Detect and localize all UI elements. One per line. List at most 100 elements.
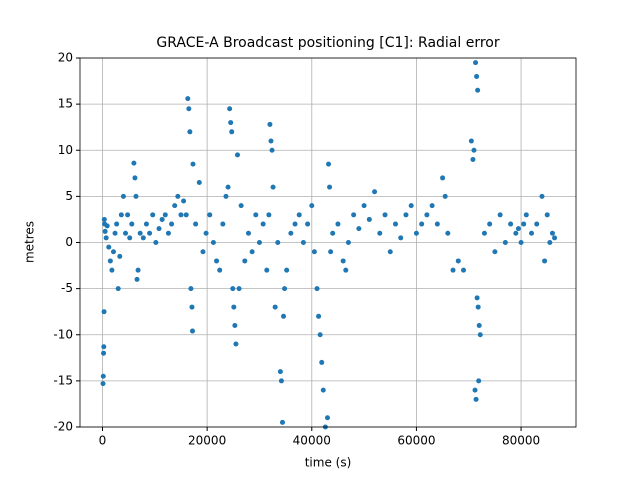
point	[320, 387, 326, 393]
point	[266, 212, 272, 218]
point	[134, 276, 140, 282]
point	[118, 212, 124, 218]
point	[552, 235, 558, 241]
point	[203, 230, 209, 236]
point	[189, 328, 195, 334]
y-axis-label: metres	[23, 221, 37, 263]
point	[326, 161, 332, 167]
point	[335, 221, 341, 227]
point	[127, 235, 133, 241]
point	[120, 193, 126, 199]
point	[542, 258, 548, 264]
point	[473, 396, 479, 402]
point	[534, 221, 540, 227]
point	[117, 253, 123, 259]
point	[472, 387, 478, 393]
point	[277, 369, 283, 375]
point	[112, 230, 118, 236]
point	[340, 258, 346, 264]
x-tick-label: 60000	[397, 434, 435, 448]
chart-title: GRACE-A Broadcast positioning [C1]: Radi…	[156, 35, 499, 51]
point	[513, 230, 519, 236]
point	[471, 147, 477, 153]
point	[123, 230, 129, 236]
point	[217, 267, 223, 273]
point	[190, 161, 196, 167]
point	[278, 378, 284, 384]
x-tick-label: 80000	[502, 434, 540, 448]
point	[249, 249, 255, 255]
x-tick-label: 20000	[188, 434, 226, 448]
point	[377, 230, 383, 236]
point	[351, 212, 357, 218]
point	[497, 212, 503, 218]
point	[324, 415, 330, 421]
y-tick-label: 5	[65, 189, 73, 203]
x-tick-label: 40000	[293, 434, 331, 448]
y-tick-label: 0	[65, 235, 73, 249]
point	[529, 230, 535, 236]
point	[267, 121, 273, 127]
point	[319, 359, 325, 365]
point	[193, 221, 199, 227]
point	[296, 212, 302, 218]
point	[102, 228, 108, 234]
point	[361, 203, 367, 209]
point	[169, 221, 175, 227]
point	[165, 230, 171, 236]
point	[316, 313, 322, 319]
point	[183, 212, 189, 218]
point	[544, 212, 550, 218]
y-tick-label: 20	[58, 51, 73, 65]
point	[109, 267, 115, 273]
point	[181, 198, 187, 204]
point	[214, 258, 220, 264]
point	[327, 184, 333, 190]
point	[107, 258, 113, 264]
point	[196, 180, 202, 186]
point	[185, 96, 191, 102]
point	[300, 240, 306, 245]
point	[508, 221, 514, 227]
point	[387, 249, 393, 255]
point	[137, 230, 143, 236]
point	[403, 212, 409, 218]
point	[476, 378, 482, 384]
point	[133, 193, 139, 199]
point	[187, 129, 193, 135]
point	[419, 221, 425, 227]
point	[473, 60, 479, 66]
point	[103, 235, 109, 241]
point	[398, 235, 404, 241]
point	[282, 286, 288, 292]
point	[125, 212, 131, 218]
point	[445, 230, 451, 236]
point	[474, 73, 480, 79]
point	[131, 160, 137, 166]
y-tick-label: -10	[53, 327, 73, 341]
point	[104, 223, 110, 229]
point	[242, 258, 248, 264]
point	[470, 156, 476, 162]
point	[210, 240, 216, 245]
point	[270, 184, 276, 190]
point	[461, 267, 467, 273]
point	[200, 249, 206, 255]
point	[260, 221, 266, 227]
point	[231, 304, 237, 310]
point	[317, 332, 323, 338]
point	[502, 240, 508, 245]
point	[101, 216, 107, 222]
point	[227, 106, 233, 112]
point	[186, 106, 192, 112]
point	[356, 226, 362, 232]
point	[547, 240, 553, 245]
point	[172, 203, 178, 209]
point	[429, 203, 435, 209]
point	[284, 267, 290, 273]
point	[281, 313, 287, 319]
point	[468, 138, 474, 144]
point	[477, 332, 483, 338]
point	[279, 419, 285, 425]
